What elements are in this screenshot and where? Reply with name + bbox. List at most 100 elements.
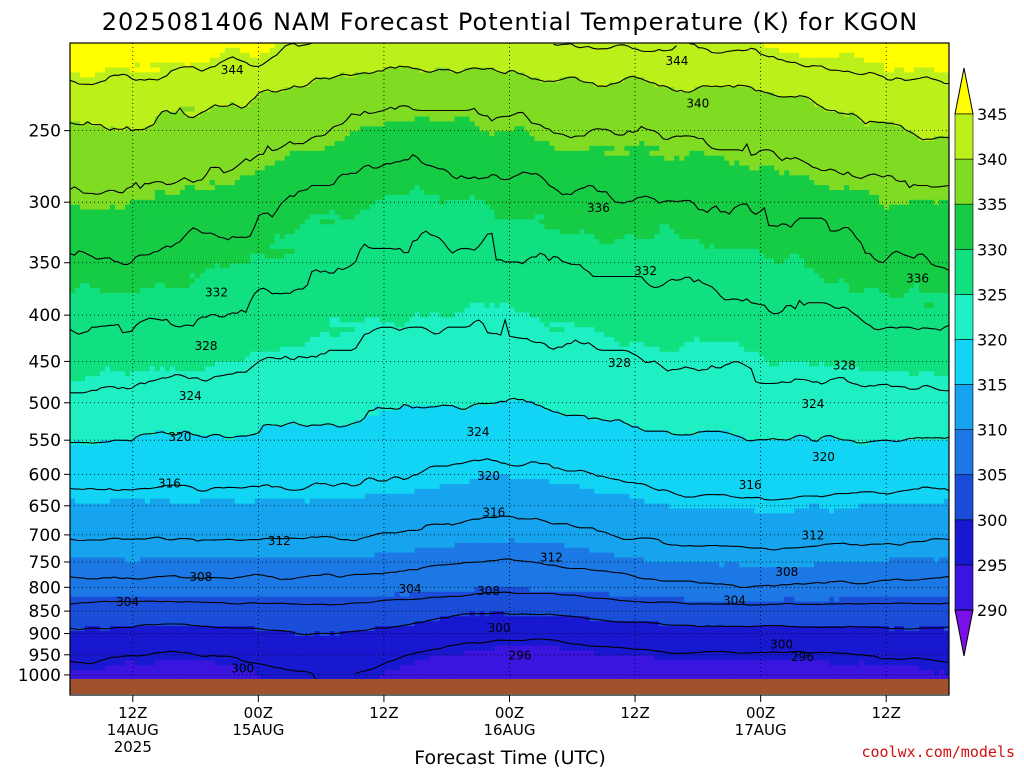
theta-cell xyxy=(105,548,111,554)
theta-cell xyxy=(80,283,86,289)
theta-cell xyxy=(150,504,156,510)
theta-cell xyxy=(205,430,211,436)
theta-cell xyxy=(135,298,141,304)
theta-cell xyxy=(105,665,111,671)
theta-cell xyxy=(85,621,91,627)
theta-cell xyxy=(85,268,91,274)
theta-cell xyxy=(210,371,216,377)
theta-cell xyxy=(150,278,156,284)
theta-cell xyxy=(205,200,211,206)
theta-cell xyxy=(100,602,106,608)
theta-cell xyxy=(195,362,201,368)
theta-cell xyxy=(215,229,221,235)
theta-cell xyxy=(110,376,116,382)
theta-cell xyxy=(75,195,81,201)
theta-cell xyxy=(185,77,191,83)
theta-cell xyxy=(215,210,221,216)
theta-cell xyxy=(130,166,136,172)
theta-cell xyxy=(175,616,181,622)
theta-cell xyxy=(70,523,76,529)
theta-cell xyxy=(235,229,241,235)
theta-cell xyxy=(155,190,161,196)
theta-cell xyxy=(140,455,146,461)
theta-cell xyxy=(140,303,146,309)
theta-cell xyxy=(170,97,176,103)
theta-cell xyxy=(180,68,186,74)
theta-cell xyxy=(75,391,81,397)
theta-cell xyxy=(245,327,251,333)
theta-cell xyxy=(125,121,131,127)
theta-cell xyxy=(165,273,171,279)
theta-cell xyxy=(240,347,246,353)
theta-cell xyxy=(235,401,241,407)
theta-cell xyxy=(220,264,226,270)
theta-cell xyxy=(80,131,86,137)
theta-cell xyxy=(175,543,181,549)
theta-cell xyxy=(85,523,91,529)
theta-cell xyxy=(125,582,131,588)
theta-cell xyxy=(210,146,216,152)
theta-cell xyxy=(250,53,256,59)
theta-cell xyxy=(125,308,131,314)
theta-cell xyxy=(110,528,116,534)
theta-cell xyxy=(195,587,201,593)
theta-cell xyxy=(110,337,116,343)
theta-cell xyxy=(160,440,166,446)
theta-cell xyxy=(170,293,176,299)
theta-cell xyxy=(255,87,261,93)
theta-cell xyxy=(175,455,181,461)
theta-cell xyxy=(165,548,171,554)
theta-cell xyxy=(170,224,176,230)
theta-cell xyxy=(175,283,181,289)
theta-cell xyxy=(145,131,151,137)
theta-cell xyxy=(185,381,191,387)
theta-cell xyxy=(155,322,161,328)
theta-cell xyxy=(155,332,161,338)
theta-cell xyxy=(190,474,196,480)
theta-cell xyxy=(215,494,221,500)
theta-cell xyxy=(250,117,256,123)
theta-cell xyxy=(205,548,211,554)
theta-cell xyxy=(175,58,181,64)
theta-cell xyxy=(140,533,146,539)
theta-cell xyxy=(160,87,166,93)
theta-cell xyxy=(235,117,241,123)
theta-cell xyxy=(120,391,126,397)
theta-cell xyxy=(170,146,176,152)
theta-cell xyxy=(110,430,116,436)
theta-cell xyxy=(80,48,86,54)
theta-cell xyxy=(160,224,166,230)
theta-cell xyxy=(160,513,166,519)
theta-cell xyxy=(170,190,176,196)
theta-cell xyxy=(250,474,256,480)
theta-cell xyxy=(245,224,251,230)
theta-cell xyxy=(205,48,211,54)
theta-cell xyxy=(115,641,121,647)
theta-cell xyxy=(80,63,86,69)
theta-cell xyxy=(95,479,101,485)
theta-cell xyxy=(220,308,226,314)
theta-cell xyxy=(225,616,231,622)
theta-cell xyxy=(230,239,236,245)
theta-cell xyxy=(220,376,226,382)
theta-cell xyxy=(185,406,191,412)
theta-cell xyxy=(115,616,121,622)
theta-cell xyxy=(250,136,256,142)
theta-cell xyxy=(115,205,121,211)
theta-cell xyxy=(130,528,136,534)
theta-cell xyxy=(80,391,86,397)
theta-cell xyxy=(85,72,91,78)
theta-cell xyxy=(140,445,146,451)
theta-cell xyxy=(140,156,146,162)
theta-cell xyxy=(245,48,251,54)
theta-cell xyxy=(170,518,176,524)
theta-cell xyxy=(260,215,266,221)
theta-cell xyxy=(175,97,181,103)
theta-cell xyxy=(195,611,201,617)
theta-cell xyxy=(115,68,121,74)
theta-cell xyxy=(150,102,156,108)
theta-cell xyxy=(95,411,101,417)
theta-cell xyxy=(255,136,261,142)
theta-cell xyxy=(85,48,91,54)
theta-cell xyxy=(155,244,161,250)
